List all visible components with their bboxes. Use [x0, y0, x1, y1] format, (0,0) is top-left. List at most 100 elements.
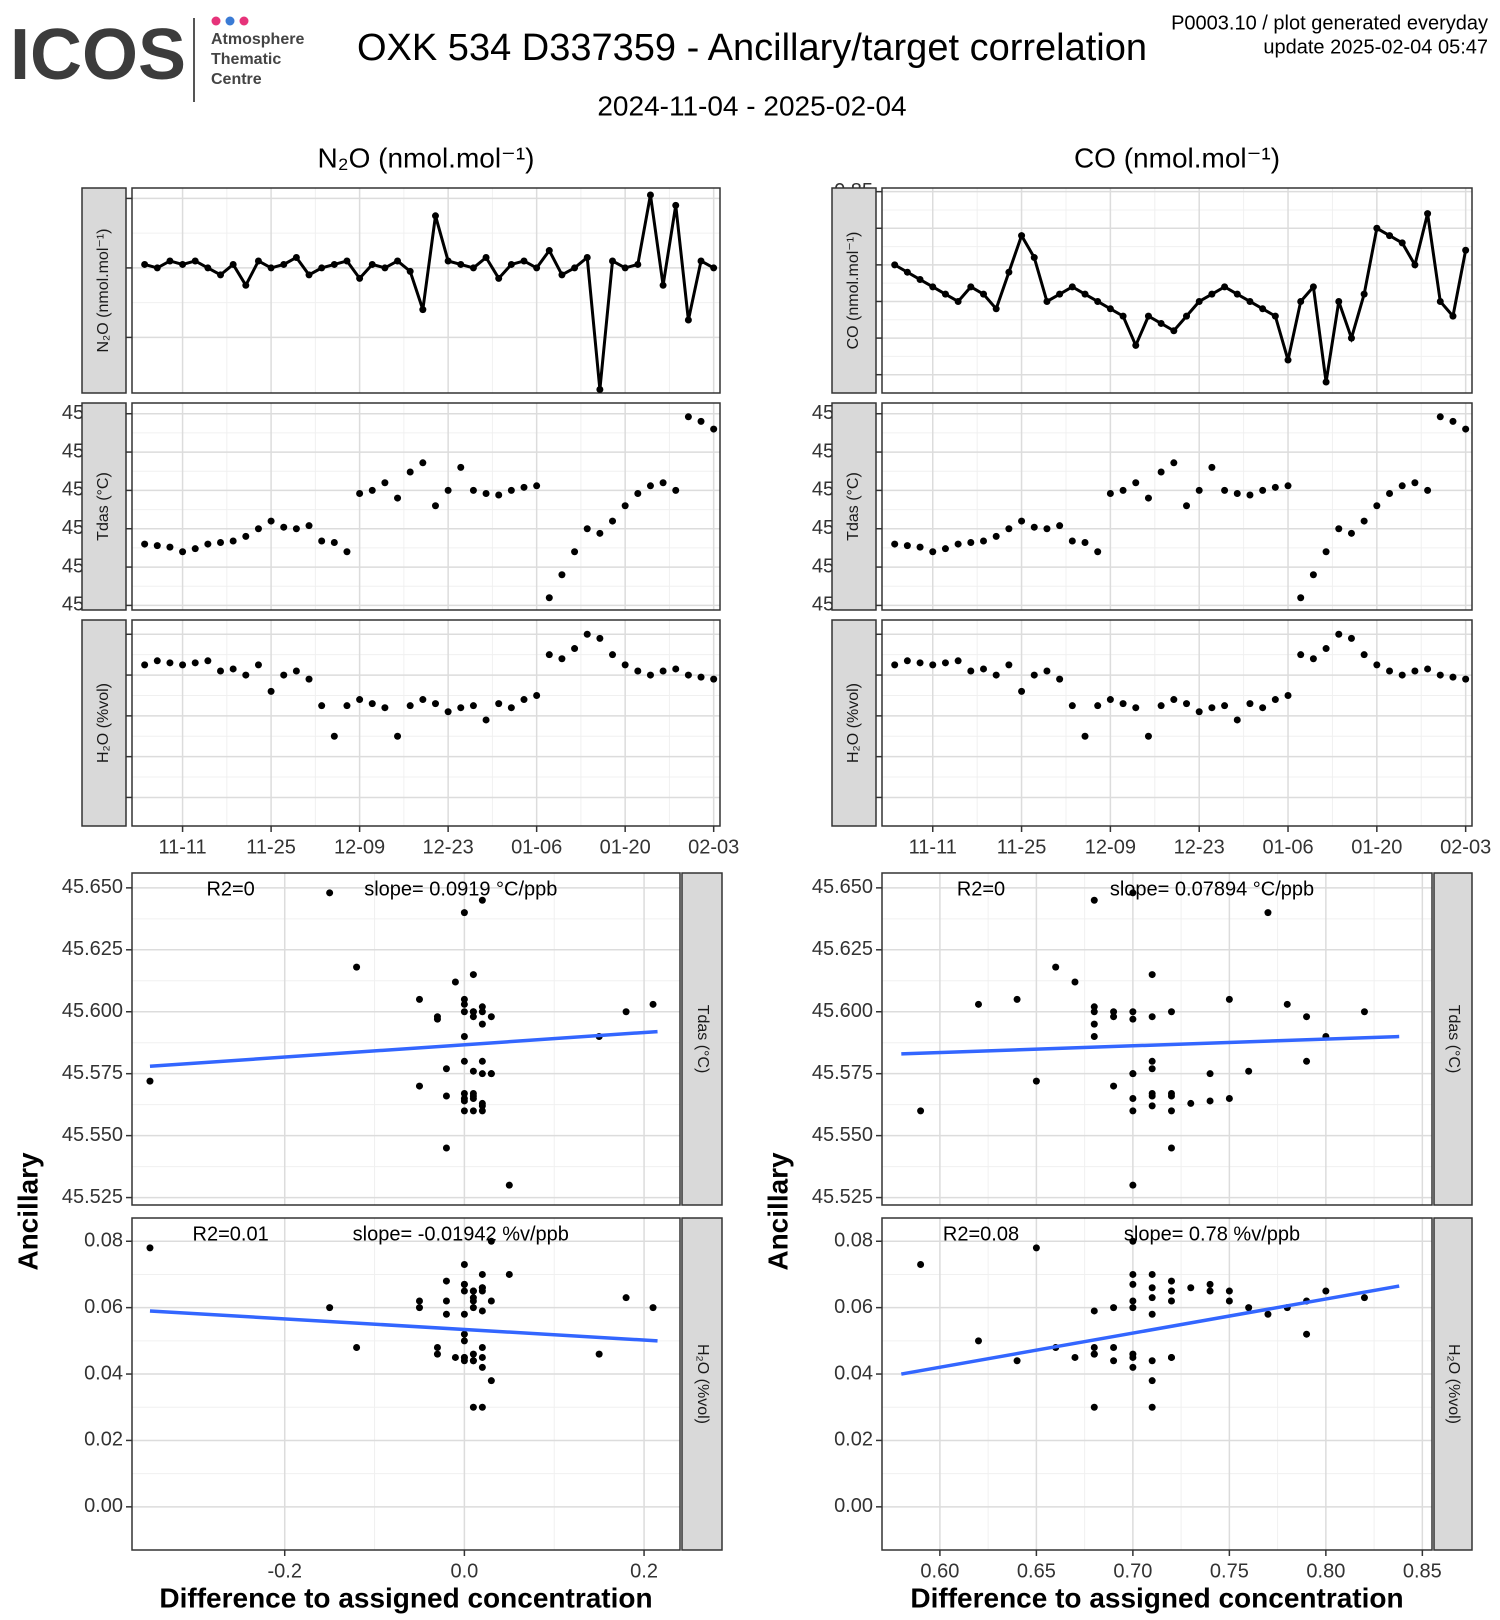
data-point [343, 548, 351, 556]
data-point [442, 1310, 450, 1318]
data-point [634, 667, 642, 675]
data-point [609, 257, 617, 265]
data-point [1148, 1357, 1156, 1365]
data-point [1246, 297, 1254, 305]
data-point [1373, 224, 1381, 232]
x-tick-label: 02-03 [1440, 836, 1491, 858]
panel-border [131, 402, 721, 611]
data-point [1144, 732, 1152, 740]
panel-border [881, 872, 1433, 1206]
x-tick-label: 0.80 [1306, 1560, 1345, 1582]
data-point [1297, 297, 1305, 305]
data-point [1071, 1353, 1079, 1361]
data-point [442, 1092, 450, 1100]
data-point [980, 290, 988, 298]
data-point [903, 657, 911, 665]
data-point [1221, 486, 1229, 494]
strip [81, 402, 127, 611]
data-point [146, 1077, 154, 1085]
data-point [634, 260, 642, 268]
data-point [1271, 312, 1279, 320]
data-point [1424, 486, 1432, 494]
data-point [368, 486, 376, 494]
data-point [1322, 645, 1330, 653]
data-point [891, 540, 899, 548]
y-tick-label: 45.525 [62, 1186, 123, 1208]
data-point [305, 675, 313, 683]
logo-dot [225, 16, 235, 26]
data-point [1347, 334, 1355, 342]
data-point [204, 264, 212, 272]
data-point [1259, 486, 1267, 494]
data-point [254, 257, 262, 265]
data-point [478, 1107, 486, 1115]
data-point [1081, 539, 1089, 547]
data-point [478, 1003, 486, 1011]
data-point [1233, 489, 1241, 497]
data-point [217, 539, 225, 547]
data-point [1129, 1015, 1137, 1023]
y-tick-label: 0.02 [834, 1429, 873, 1451]
logo-line: Thematic [211, 51, 281, 68]
data-point [1347, 529, 1355, 537]
data-point [1148, 1102, 1156, 1110]
data-point [1284, 691, 1292, 699]
data-point [1030, 523, 1038, 531]
strip-label: Tdas (°C) [694, 1005, 711, 1074]
data-point [1246, 491, 1254, 499]
data-point [672, 486, 680, 494]
logo-dot [239, 16, 249, 26]
data-point [433, 1343, 441, 1351]
data-point [460, 1337, 468, 1345]
data-point [697, 417, 705, 425]
data-point [1398, 239, 1406, 247]
data-point [1090, 1307, 1098, 1315]
panel-background [882, 403, 1472, 610]
x-tick-label: 11-25 [246, 836, 296, 858]
data-point [1449, 417, 1457, 425]
strip-label: Tdas (°C) [845, 472, 862, 541]
data-point [967, 667, 975, 675]
note: update 2025-02-04 05:47 [1263, 36, 1488, 58]
data-point [242, 671, 250, 679]
data-point [482, 716, 490, 724]
data-point [891, 261, 899, 269]
fit-line [900, 1284, 1400, 1376]
data-point [1309, 283, 1317, 291]
panel-border [131, 1217, 681, 1551]
data-point [229, 260, 237, 268]
data-point [1081, 290, 1089, 298]
data-point [478, 1102, 486, 1110]
strip [831, 402, 877, 611]
data-point [381, 264, 389, 272]
data-point [1132, 479, 1140, 487]
data-point [469, 1287, 477, 1295]
data-point [507, 260, 515, 268]
data-point [621, 264, 629, 272]
data-point [1106, 305, 1114, 313]
data-point [609, 651, 617, 659]
data-point [330, 732, 338, 740]
data-point [1110, 1304, 1118, 1312]
data-point [460, 1008, 468, 1016]
data-point [558, 571, 566, 579]
y-tick-label: 45.600 [62, 1000, 123, 1022]
data-point [1119, 312, 1127, 320]
data-point [469, 486, 477, 494]
data-point [1322, 1287, 1330, 1295]
strip-label: Tdas (°C) [1445, 1005, 1462, 1074]
strip [831, 187, 877, 394]
data-point [469, 1013, 477, 1021]
data-point [1129, 1280, 1137, 1288]
x-tick-label: -0.2 [267, 1560, 301, 1582]
data-point [507, 486, 515, 494]
data-point [941, 659, 949, 667]
y-tick-label: 0.02 [84, 1429, 123, 1451]
data-point [520, 696, 528, 704]
data-point [1129, 889, 1137, 897]
data-point [917, 1260, 925, 1268]
data-point [469, 971, 477, 979]
data-point [929, 283, 937, 291]
y-tick-label: 45.525 [812, 1186, 873, 1208]
data-point [451, 1353, 459, 1361]
